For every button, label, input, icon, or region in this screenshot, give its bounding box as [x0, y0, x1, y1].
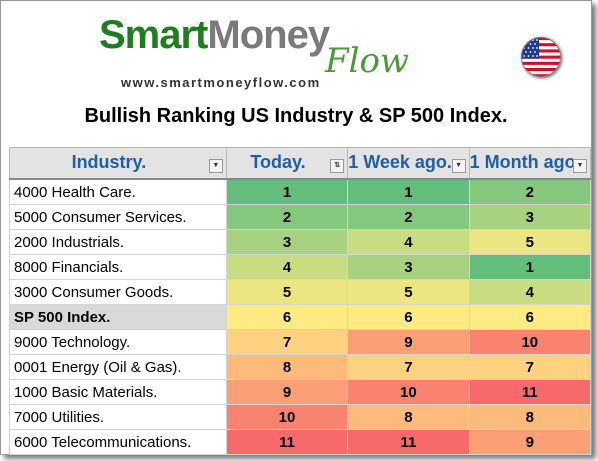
rank-cell-today[interactable]: 6 — [225, 304, 349, 330]
rank-cell-today[interactable]: 5 — [225, 279, 349, 305]
rank-cell-today[interactable]: 10 — [225, 404, 349, 430]
rank-cell-today[interactable]: 2 — [225, 204, 349, 230]
rank-cell-week[interactable]: 9 — [347, 329, 470, 355]
rank-cell-week[interactable]: 4 — [347, 229, 470, 255]
table-row[interactable]: 2000 Industrials. 3 4 5 — [9, 229, 592, 255]
rank-cell-month[interactable]: 8 — [468, 404, 592, 430]
rank-cell-month[interactable]: 11 — [468, 379, 592, 405]
industry-cell[interactable]: 5000 Consumer Services. — [9, 204, 227, 230]
filter-dropdown-icon[interactable]: ▼ — [208, 159, 223, 173]
report-panel: SmartMoney Flow www.smartmoneyflow.com — [0, 0, 592, 455]
rank-cell-month[interactable]: 3 — [468, 204, 592, 230]
rank-cell-month[interactable]: 2 — [468, 178, 592, 205]
industry-cell[interactable]: 3000 Consumer Goods. — [9, 279, 227, 305]
table-row[interactable]: 3000 Consumer Goods. 5 5 4 — [9, 279, 592, 305]
rank-cell-today[interactable]: 7 — [225, 329, 349, 355]
ranking-table: Industry. ▼ Today. ⇅ 1 Week ago. ▼ 1 Mon… — [9, 147, 592, 455]
rank-cell-month[interactable]: 5 — [468, 229, 592, 255]
rank-cell-month[interactable]: 10 — [468, 329, 592, 355]
table-body: 4000 Health Care. 1 1 2 5000 Consumer Servic… — [9, 178, 592, 455]
rank-cell-week[interactable]: 1 — [347, 178, 470, 205]
table-row[interactable]: 0001 Energy (Oil & Gas). 8 7 7 — [9, 354, 592, 380]
table-row[interactable]: 9000 Technology. 7 9 10 — [9, 329, 592, 355]
table-row[interactable]: 5000 Consumer Services. 2 2 3 — [9, 204, 592, 230]
us-flag-icon — [521, 37, 561, 77]
sort-filter-dropdown-icon[interactable]: ⇅ — [330, 159, 345, 173]
logo-money-text: Money — [207, 13, 330, 57]
logo-url-text: www.smartmoneyflow.com — [121, 75, 321, 90]
rank-cell-month[interactable]: 1 — [468, 254, 592, 280]
column-header-today: Today. ⇅ — [225, 147, 349, 180]
rank-cell-today[interactable]: 11 — [225, 429, 349, 455]
column-header-month: 1 Month ago. ▼ — [468, 147, 592, 180]
rank-cell-today[interactable]: 1 — [225, 178, 349, 205]
industry-cell[interactable]: 7000 Utilities. — [9, 404, 227, 430]
rank-cell-today[interactable]: 8 — [225, 354, 349, 380]
rank-cell-week[interactable]: 6 — [347, 304, 470, 330]
rank-cell-month[interactable]: 6 — [468, 304, 592, 330]
rank-cell-month[interactable]: 4 — [468, 279, 592, 305]
rank-cell-week[interactable]: 3 — [347, 254, 470, 280]
rank-cell-week[interactable]: 5 — [347, 279, 470, 305]
rank-cell-week[interactable]: 10 — [347, 379, 470, 405]
table-row[interactable]: 4000 Health Care. 1 1 2 — [9, 178, 592, 205]
table-row[interactable]: 8000 Financials. 4 3 1 — [9, 254, 592, 280]
industry-cell[interactable]: 0001 Energy (Oil & Gas). — [9, 354, 227, 380]
industry-cell[interactable]: 6000 Telecommunications. — [9, 429, 227, 455]
rank-cell-week[interactable]: 11 — [347, 429, 470, 455]
table-row[interactable]: 1000 Basic Materials. 9 10 11 — [9, 379, 592, 405]
table-row[interactable]: 7000 Utilities. 10 8 8 — [9, 404, 592, 430]
rank-cell-today[interactable]: 4 — [225, 254, 349, 280]
column-header-week: 1 Week ago. ▼ — [347, 147, 470, 180]
filter-dropdown-icon[interactable]: ▼ — [573, 159, 587, 173]
rank-cell-week[interactable]: 7 — [347, 354, 470, 380]
logo-smart-text: Smart — [99, 13, 208, 57]
table-row[interactable]: 6000 Telecommunications. 11 11 9 — [9, 429, 592, 455]
industry-cell[interactable]: 1000 Basic Materials. — [9, 379, 227, 405]
column-header-industry: Industry. ▼ — [9, 147, 227, 180]
header-row: Industry. ▼ Today. ⇅ 1 Week ago. ▼ 1 Mon… — [9, 147, 592, 180]
rank-cell-week[interactable]: 2 — [347, 204, 470, 230]
rank-cell-month[interactable]: 9 — [468, 429, 592, 455]
rank-cell-week[interactable]: 8 — [347, 404, 470, 430]
page-title: Bullish Ranking US Industry & SP 500 Ind… — [84, 105, 508, 127]
rank-cell-today[interactable]: 9 — [225, 379, 349, 405]
smartmoneyflow-logo: SmartMoney Flow www.smartmoneyflow.com — [99, 13, 479, 95]
filter-dropdown-icon[interactable]: ▼ — [451, 159, 466, 173]
table-row[interactable]: SP 500 Index. 6 6 6 — [9, 304, 592, 330]
industry-cell[interactable]: 9000 Technology. — [9, 329, 227, 355]
industry-cell[interactable]: 2000 Industrials. — [9, 229, 227, 255]
industry-cell[interactable]: 4000 Health Care. — [9, 178, 227, 205]
industry-cell[interactable]: SP 500 Index. — [9, 304, 227, 330]
rank-cell-month[interactable]: 7 — [468, 354, 592, 380]
rank-cell-today[interactable]: 3 — [225, 229, 349, 255]
industry-cell[interactable]: 8000 Financials. — [9, 254, 227, 280]
logo-flow-text: Flow — [325, 41, 410, 81]
